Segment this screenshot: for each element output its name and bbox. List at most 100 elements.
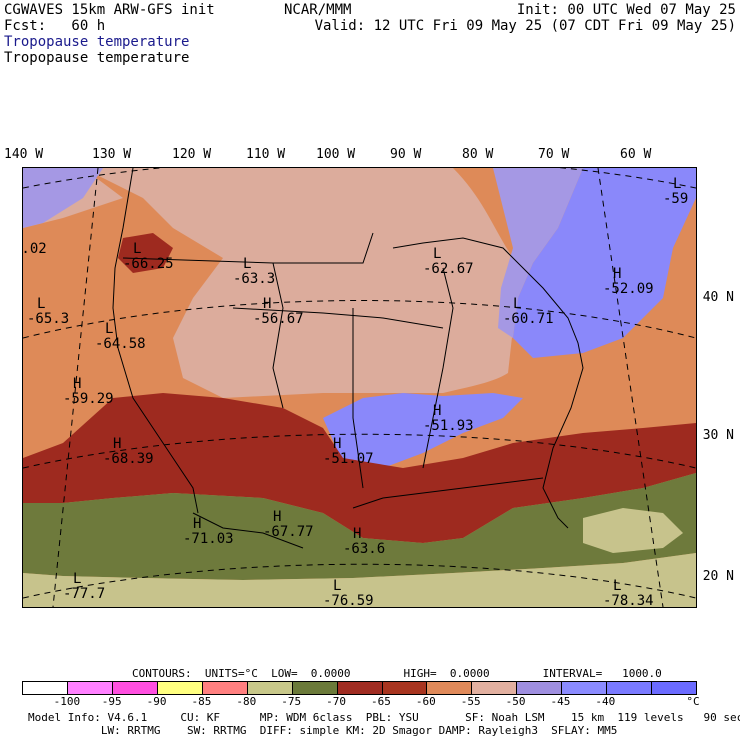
pressure-center-symbol: L (133, 241, 141, 257)
colorbar-swatch (562, 682, 608, 694)
colorbar-swatch (157, 682, 203, 694)
khaki-band (23, 553, 696, 607)
pressure-center-value: -76.59 (323, 593, 374, 608)
pressure-center-symbol: H (433, 403, 441, 419)
lon-label-90w: 90 W (390, 147, 422, 162)
pressure-center-value: -68.39 (103, 451, 154, 467)
colorbar-swatch (382, 682, 428, 694)
lon-label-60w: 60 W (620, 147, 652, 162)
colorbar-tick-label: -65 (370, 695, 391, 708)
pressure-center-value: -51.07 (323, 451, 374, 467)
khaki-patch-east (583, 508, 683, 553)
contours-info: CONTOURS: UNITS=°C LOW= 0.0000 HIGH= 0.0… (132, 667, 662, 680)
colorbar-swatch (517, 682, 563, 694)
pink-band (83, 168, 519, 398)
lat-label-30n: 30 N (702, 428, 734, 443)
colorbar-tick-label: -95 (101, 695, 122, 708)
pressure-center-value: -52.09 (603, 281, 654, 297)
colorbar-tick-label: -75 (281, 695, 302, 708)
colorbar-swatch (202, 682, 248, 694)
pressure-center-symbol: L (333, 578, 341, 594)
pressure-center-symbol: L (673, 176, 681, 192)
pressure-center-symbol: L (243, 256, 251, 272)
field-title: Tropopause temperature (4, 50, 190, 66)
pressure-center-symbol: L (433, 246, 441, 262)
pressure-center-symbol: H (333, 436, 341, 452)
pressure-center-symbol: L (613, 578, 621, 594)
colorbar-swatch (607, 682, 653, 694)
colorbar-tick-label: -50 (505, 695, 526, 708)
lon-label-100w: 100 W (316, 147, 356, 162)
pressure-center-value: -56.67 (253, 311, 304, 327)
pressure-center-symbol: H (263, 296, 271, 312)
lat-label-20n: 20 N (702, 569, 734, 584)
graticule (23, 168, 696, 607)
model-title: CGWAVES 15km ARW-GFS init (4, 2, 215, 18)
dark-green-band (23, 473, 696, 580)
colorbar-tick-label: -90 (146, 695, 167, 708)
blue-southeast-trough (323, 393, 523, 468)
field-title-blue: Tropopause temperature (4, 34, 190, 50)
colorbar-tick-label: -40 (595, 695, 616, 708)
lavender-northwest (23, 168, 103, 228)
colorbar-tick-label: -85 (191, 695, 212, 708)
colorbar-swatch (247, 682, 293, 694)
lon-label-80w: 80 W (462, 147, 494, 162)
colorbar-swatch (112, 682, 158, 694)
colorbar-swatch (23, 682, 68, 694)
pressure-center-symbol: H (273, 509, 281, 525)
pressure-center-symbol: L (105, 321, 113, 337)
pressure-center-symbol: H (193, 516, 201, 532)
lon-label-120w: 120 W (172, 147, 212, 162)
pressure-center-symbol: H (113, 436, 121, 452)
blue-northeast (513, 168, 696, 358)
lon-label-130w: 130 W (92, 147, 132, 162)
redbrown-northwest-patch (118, 233, 173, 273)
pressure-center-symbol: H (353, 526, 361, 542)
pressure-center-symbol: H (73, 376, 81, 392)
lon-label-140w: 140 W (4, 147, 44, 162)
colorbar-tick-label: -55 (460, 695, 481, 708)
colorbar-swatch (292, 682, 338, 694)
coastlines-borders (112, 168, 584, 549)
pressure-center-value: -63.6 (343, 541, 385, 557)
pressure-center-symbol: L (73, 571, 81, 587)
lat-label-40n: 40 N (702, 290, 734, 305)
colorbar-swatch (472, 682, 518, 694)
pressure-center-value: -59.29 (63, 391, 114, 407)
colorbar-tick-label: -80 (236, 695, 257, 708)
pressure-center-symbol: L (513, 296, 521, 312)
colorbar-tick-label: -100 (53, 695, 81, 708)
model-info-line1: Model Info: V4.6.1 CU: KF MP: WDM 6class… (28, 711, 740, 724)
tropopause-temperature-map: L-66.25 L-63.3H-56.67L-62.67 H-52.09L-60.7… (22, 167, 697, 608)
colorbar-tick-label: -70 (326, 695, 346, 708)
colorbar-tick-label: -45 (550, 695, 571, 708)
colorbar-swatch (67, 682, 113, 694)
pressure-center-value: -62.67 (423, 261, 474, 277)
pressure-center-value: 6.02 (22, 241, 47, 257)
pressure-center-symbol: H (613, 266, 621, 282)
pressure-center-value: -59 (663, 191, 688, 207)
pressure-center-value: -60.71 (503, 311, 554, 327)
pressure-center-symbol: L (37, 296, 45, 312)
colorbar-swatch (337, 682, 383, 694)
colorbar-swatch (652, 682, 697, 694)
model-info-line2: LW: RRTMG SW: RRTMG DIFF: simple KM: 2D … (28, 724, 618, 737)
forecast-hour: Fcst: 60 h (4, 18, 106, 34)
colorbar-tick-label: -60 (415, 695, 436, 708)
colorbar-ticks: -100 -95 -90 -85 -80 -75 -70 -65 -60 -55 -50 -45 -40… (22, 695, 700, 708)
redbrown-band (23, 393, 696, 543)
pressure-center-value: -78.34 (603, 593, 654, 608)
colorbar-unit: °C (686, 695, 700, 708)
valid-time: Valid: 12 UTC Fri 09 May 25 (07 CDT Fri … (314, 18, 736, 34)
pressure-center-value: -65.3 (27, 311, 69, 327)
pressure-center-value: -63.3 (233, 271, 275, 287)
colorbar-swatch (427, 682, 473, 694)
pressure-center-marks: L-66.25 L-63.3H-56.67L-62.67 H-52.09L-60.7… (22, 176, 688, 608)
lavender-ne-edge (493, 168, 583, 338)
lon-label-70w: 70 W (538, 147, 570, 162)
pressure-center-value: -66.25 (123, 256, 174, 272)
pressure-center-value: -77.7 (63, 586, 105, 602)
colorbar (22, 681, 697, 695)
pressure-center-value: -51.93 (423, 418, 474, 434)
